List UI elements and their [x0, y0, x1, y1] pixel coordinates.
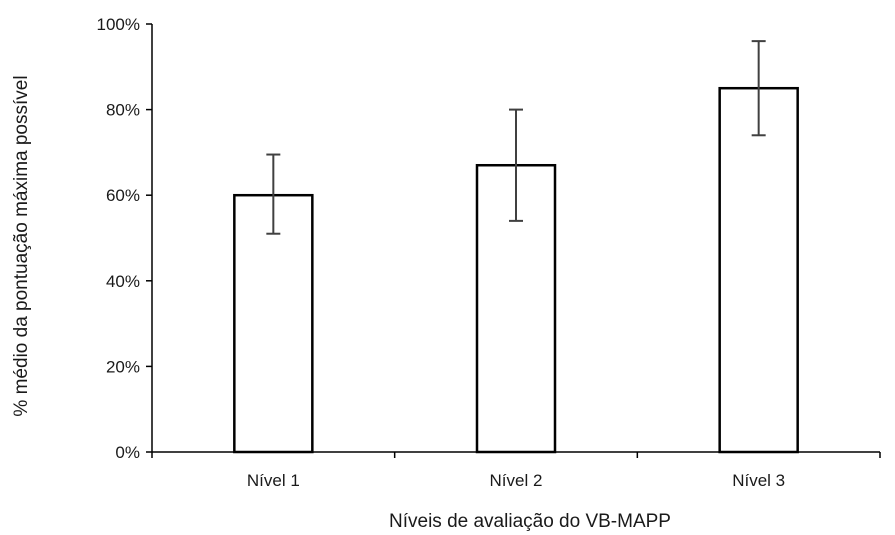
x-axis: Nível 1 Nível 2 Nível 3 [151, 452, 881, 490]
bar [718, 86, 799, 454]
y-tick-label: 100% [97, 15, 140, 34]
x-tick-label: Nível 3 [732, 471, 785, 490]
y-tick-label: 40% [106, 272, 140, 291]
axes [151, 24, 880, 453]
error-bars-group [266, 40, 766, 235]
y-axis: 0% 20% 40% 60% 80% 100% [97, 15, 152, 462]
x-tick-label: Nível 2 [490, 471, 543, 490]
y-tick-label: 80% [106, 101, 140, 120]
x-axis-title: Níveis de avaliação do VB-MAPP [389, 511, 671, 532]
y-tick-label: 0% [115, 443, 140, 462]
x-tick-label: Nível 1 [247, 471, 300, 490]
y-tick-label: 20% [106, 357, 140, 376]
bars-group [233, 86, 799, 454]
y-axis-title: % médio da pontuação máxima possível [11, 75, 32, 416]
y-tick-label: 60% [106, 186, 140, 205]
